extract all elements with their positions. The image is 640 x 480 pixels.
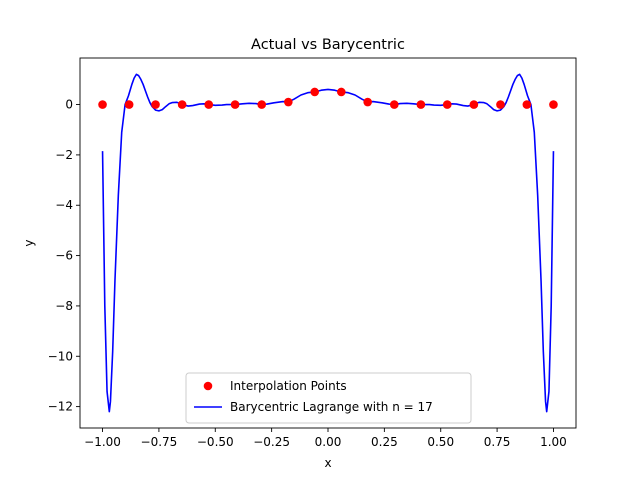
interpolation-point xyxy=(469,100,479,109)
axes: −1.00 −0.75 −0.50 −0.25 0.00 0.25 0.50 0.75 1.00… xyxy=(48,57,577,449)
interpolation-point xyxy=(177,100,187,109)
interpolation-point xyxy=(522,100,532,109)
interpolation-point xyxy=(363,97,372,107)
legend: Interpolation Points Barycentric Lagrange… xyxy=(185,372,472,424)
series-line-barycentric xyxy=(101,73,555,413)
y-tick-label: −12 xyxy=(48,400,73,414)
y-tick-label: −4 xyxy=(55,198,73,212)
chart-title: Actual vs Barycentric xyxy=(251,37,405,53)
plot-area xyxy=(98,73,558,413)
x-tick-label: 0.75 xyxy=(484,435,511,449)
interpolation-point xyxy=(124,100,134,109)
interpolation-point xyxy=(204,100,214,109)
interpolation-point xyxy=(98,100,107,109)
legend-marker-points xyxy=(203,381,213,391)
y-tick-label: 0 xyxy=(65,98,73,112)
y-tick-label: −6 xyxy=(55,249,73,263)
legend-label-line: Barycentric Lagrange with n = 17 xyxy=(230,400,433,414)
interpolation-point xyxy=(549,100,558,109)
y-tick-label: −10 xyxy=(48,349,73,363)
interpolation-point xyxy=(310,87,319,97)
interpolation-point xyxy=(337,87,346,97)
interpolation-point xyxy=(284,97,293,107)
interpolation-point xyxy=(151,100,160,109)
x-tick-label: −0.50 xyxy=(197,435,234,449)
legend-box xyxy=(185,372,472,424)
x-tick-label: −1.00 xyxy=(84,435,121,449)
x-tick-label: 1.00 xyxy=(540,435,567,449)
legend-label-points: Interpolation Points xyxy=(230,379,347,393)
interpolation-point xyxy=(442,100,452,109)
x-tick-label: 0.00 xyxy=(315,435,342,449)
interpolation-point xyxy=(496,100,505,109)
interpolation-point xyxy=(416,100,426,109)
y-tick-label: −8 xyxy=(55,299,73,313)
interpolation-point xyxy=(257,100,267,109)
x-tick-label: −0.25 xyxy=(253,435,290,449)
x-tick-label: 0.25 xyxy=(371,435,398,449)
y-tick-label: −2 xyxy=(55,148,73,162)
y-axis-label: y xyxy=(22,239,36,246)
x-axis-label: x xyxy=(324,456,331,470)
x-tick-label: −0.75 xyxy=(141,435,178,449)
interpolation-point xyxy=(389,100,399,109)
x-tick-label: 0.50 xyxy=(427,435,454,449)
interpolation-point xyxy=(230,100,240,109)
